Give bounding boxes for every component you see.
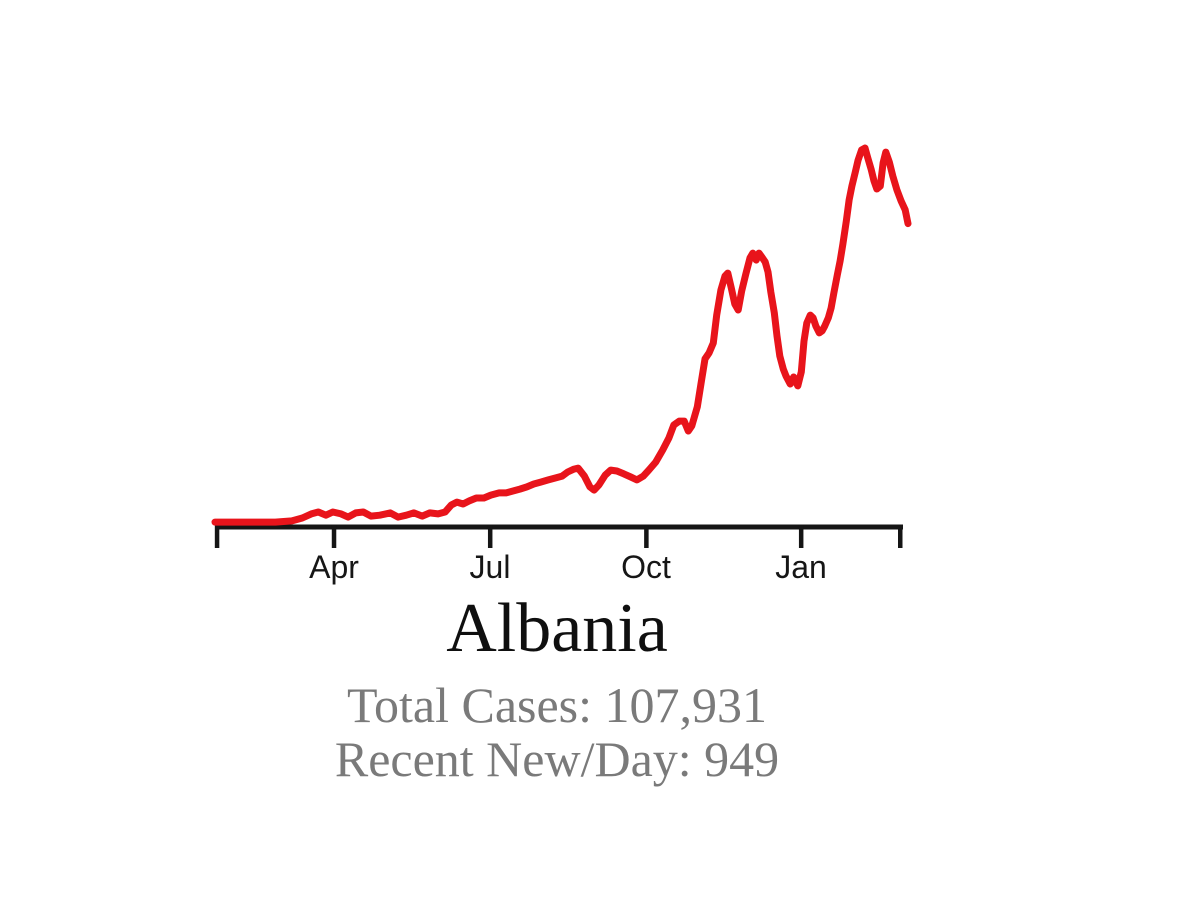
x-tick-label-jul: Jul [469,549,511,585]
recent-new-per-day-stat: Recent New/Day: 949 [334,731,780,787]
country-title: Albania [446,590,668,667]
chart-caption: Albania Total Cases: 107,931 Recent New/… [57,590,1057,787]
x-tick-label-apr: Apr [309,549,359,585]
total-cases-stat: Total Cases: 107,931 [346,677,768,733]
x-tick-label-jan: Jan [775,549,827,585]
x-tick-label-oct: Oct [621,549,671,585]
